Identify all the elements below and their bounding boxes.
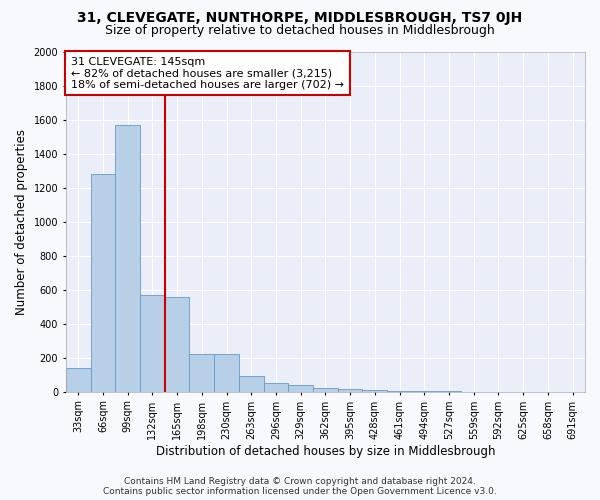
Bar: [165, 296, 190, 392]
Bar: [190, 354, 214, 392]
Text: Contains HM Land Registry data © Crown copyright and database right 2024.
Contai: Contains HM Land Registry data © Crown c…: [103, 476, 497, 496]
Bar: [387, 391, 412, 392]
Text: 31 CLEVEGATE: 145sqm
← 82% of detached houses are smaller (3,215)
18% of semi-de: 31 CLEVEGATE: 145sqm ← 82% of detached h…: [71, 56, 344, 90]
Bar: [263, 384, 289, 392]
Y-axis label: Number of detached properties: Number of detached properties: [15, 128, 28, 314]
Text: 31, CLEVEGATE, NUNTHORPE, MIDDLESBROUGH, TS7 0JH: 31, CLEVEGATE, NUNTHORPE, MIDDLESBROUGH,…: [77, 11, 523, 25]
Text: Size of property relative to detached houses in Middlesbrough: Size of property relative to detached ho…: [105, 24, 495, 37]
Bar: [289, 385, 313, 392]
Bar: [362, 390, 387, 392]
Bar: [313, 388, 338, 392]
Bar: [140, 295, 165, 392]
Bar: [214, 354, 239, 392]
Bar: [91, 174, 115, 392]
Bar: [115, 124, 140, 392]
Bar: [338, 390, 362, 392]
X-axis label: Distribution of detached houses by size in Middlesbrough: Distribution of detached houses by size …: [155, 444, 495, 458]
Bar: [66, 368, 91, 392]
Bar: [239, 376, 263, 392]
